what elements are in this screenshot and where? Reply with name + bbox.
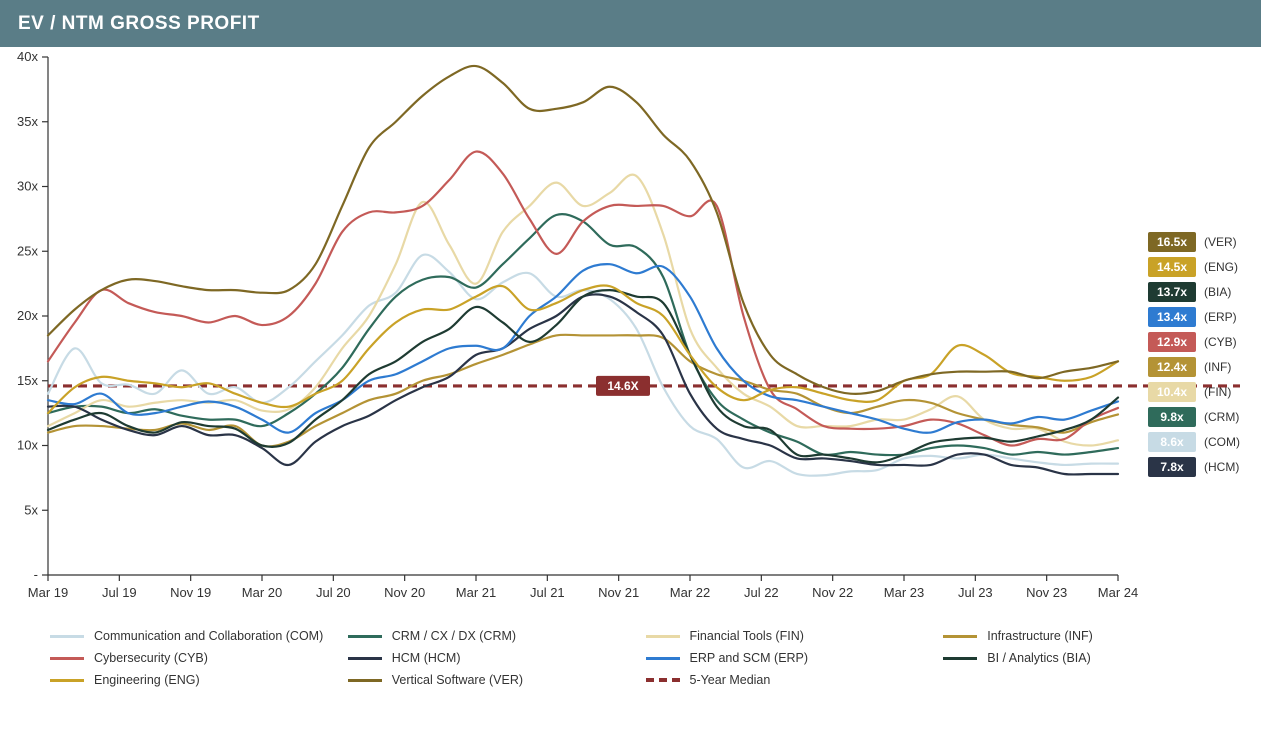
- side-value-label: 14.5x: [1157, 260, 1187, 274]
- legend-label: CRM / CX / DX (CRM): [392, 629, 516, 643]
- x-tick-label: Mar 20: [242, 585, 282, 600]
- side-value-label: 13.4x: [1157, 310, 1187, 324]
- legend-item: Cybersecurity (CYB): [50, 651, 338, 665]
- legend-label: Cybersecurity (CYB): [94, 651, 208, 665]
- legend-label: BI / Analytics (BIA): [987, 651, 1091, 665]
- side-code-label: (COM): [1204, 435, 1240, 449]
- legend-swatch: [943, 657, 977, 660]
- y-tick-label: 30x: [17, 179, 38, 194]
- side-value-label: 8.6x: [1160, 435, 1184, 449]
- legend-swatch: [348, 679, 382, 682]
- legend-label: Vertical Software (VER): [392, 673, 523, 687]
- legend-item: Vertical Software (VER): [348, 673, 636, 687]
- side-value-label: 16.5x: [1157, 235, 1187, 249]
- x-tick-label: Jul 19: [102, 585, 137, 600]
- y-tick-label: 25x: [17, 243, 38, 258]
- legend-label: 5-Year Median: [690, 673, 771, 687]
- legend-swatch: [348, 657, 382, 660]
- side-value-label: 7.8x: [1160, 460, 1184, 474]
- x-tick-label: Jul 23: [958, 585, 993, 600]
- x-tick-label: Nov 21: [598, 585, 639, 600]
- legend-item: ERP and SCM (ERP): [646, 651, 934, 665]
- legend-label: ERP and SCM (ERP): [690, 651, 809, 665]
- side-code-label: (BIA): [1204, 285, 1231, 299]
- side-code-label: (FIN): [1204, 385, 1231, 399]
- legend-label: Engineering (ENG): [94, 673, 200, 687]
- side-code-label: (CYB): [1204, 335, 1237, 349]
- y-tick-label: 10x: [17, 438, 38, 453]
- legend-swatch: [646, 657, 680, 660]
- median-badge-label: 14.6X: [607, 379, 638, 393]
- side-code-label: (ERP): [1204, 310, 1237, 324]
- legend-label: Infrastructure (INF): [987, 629, 1093, 643]
- x-tick-label: Jul 22: [744, 585, 779, 600]
- y-tick-label: 15x: [17, 373, 38, 388]
- legend-label: HCM (HCM): [392, 651, 461, 665]
- x-tick-label: Mar 24: [1098, 585, 1138, 600]
- side-code-label: (VER): [1204, 235, 1237, 249]
- side-value-label: 12.4x: [1157, 360, 1187, 374]
- x-tick-label: Jul 20: [316, 585, 351, 600]
- x-tick-label: Nov 22: [812, 585, 853, 600]
- y-tick-label: -: [34, 567, 38, 582]
- x-tick-label: Mar 19: [28, 585, 68, 600]
- y-tick-label: 40x: [17, 49, 38, 64]
- side-value-label: 10.4x: [1157, 385, 1187, 399]
- y-tick-label: 35x: [17, 114, 38, 129]
- legend-swatch: [348, 635, 382, 638]
- legend-item: Infrastructure (INF): [943, 629, 1231, 643]
- series-line-inf: [48, 335, 1118, 447]
- legend-label: Financial Tools (FIN): [690, 629, 804, 643]
- series-line-com: [48, 255, 1118, 476]
- x-tick-label: Jul 21: [530, 585, 565, 600]
- y-tick-label: 20x: [17, 308, 38, 323]
- legend-swatch: [50, 657, 84, 660]
- legend-swatch: [50, 635, 84, 638]
- side-value-label: 9.8x: [1160, 410, 1184, 424]
- side-value-label: 12.9x: [1157, 335, 1187, 349]
- series-line-fin: [48, 175, 1118, 446]
- legend-item: HCM (HCM): [348, 651, 636, 665]
- legend-swatch: [943, 635, 977, 638]
- legend-item: BI / Analytics (BIA): [943, 651, 1231, 665]
- legend-swatch: [646, 635, 680, 638]
- side-code-label: (HCM): [1204, 460, 1239, 474]
- side-code-label: (CRM): [1204, 410, 1239, 424]
- header-bar: EV / NTM GROSS PROFIT: [0, 0, 1261, 47]
- legend-swatch: [646, 678, 680, 682]
- chart-area: - 5x 10x 15x 20x 25x 30x 35x 40x Mar 19 Jul 19 Nov …: [0, 47, 1261, 617]
- legend-item: CRM / CX / DX (CRM): [348, 629, 636, 643]
- series-line-bia: [48, 290, 1118, 462]
- x-tick-label: Mar 23: [884, 585, 924, 600]
- legend: Communication and Collaboration (COM) CRM…: [0, 617, 1261, 697]
- legend-item: Engineering (ENG): [50, 673, 338, 687]
- side-code-label: (ENG): [1204, 260, 1238, 274]
- side-code-label: (INF): [1204, 360, 1231, 374]
- x-tick-label: Mar 21: [456, 585, 496, 600]
- x-tick-label: Nov 19: [170, 585, 211, 600]
- legend-item: 5-Year Median: [646, 673, 934, 687]
- legend-swatch: [50, 679, 84, 682]
- side-value-label: 13.7x: [1157, 285, 1187, 299]
- legend-item: Financial Tools (FIN): [646, 629, 934, 643]
- y-tick-label: 5x: [24, 502, 38, 517]
- line-chart: - 5x 10x 15x 20x 25x 30x 35x 40x Mar 19 Jul 19 Nov …: [0, 47, 1261, 617]
- legend-label: Communication and Collaboration (COM): [94, 629, 323, 643]
- x-tick-label: Nov 20: [384, 585, 425, 600]
- legend-item: Communication and Collaboration (COM): [50, 629, 338, 643]
- header-title: EV / NTM GROSS PROFIT: [18, 13, 260, 35]
- x-tick-label: Mar 22: [670, 585, 710, 600]
- x-tick-label: Nov 23: [1026, 585, 1067, 600]
